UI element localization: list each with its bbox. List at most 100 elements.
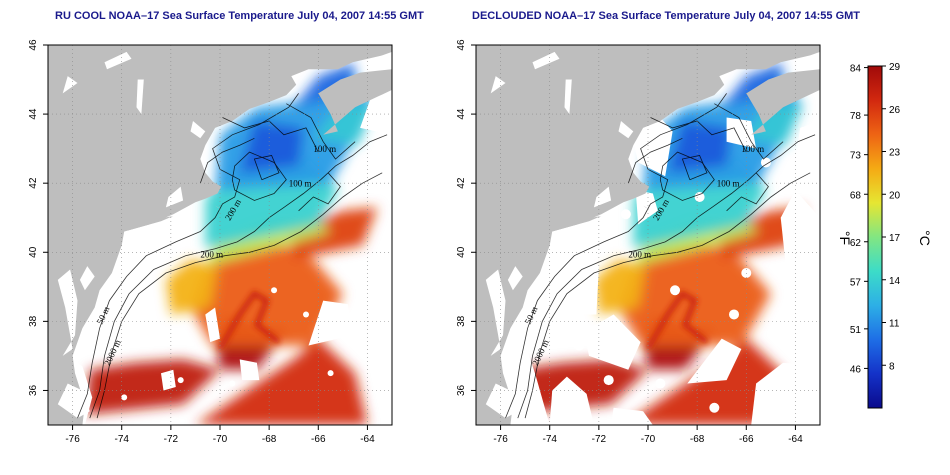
x-tick-label: -64: [788, 434, 803, 445]
contour-label: 100 m: [741, 144, 764, 154]
y-tick-label: 42: [456, 177, 467, 189]
fahrenheit-label: 62: [850, 238, 862, 249]
cloud-speck-2: [303, 311, 309, 318]
colorbar-strip: [867, 65, 883, 409]
depth-contour-7: [726, 172, 769, 212]
x-tick-label: -66: [739, 434, 754, 445]
y-tick-label: 38: [28, 315, 39, 327]
sst-region-4: [618, 245, 771, 346]
contour-label: 200 m: [200, 249, 223, 259]
depth-contour-9: [714, 103, 784, 160]
fahrenheit-label: 84: [850, 64, 862, 75]
cloud-patch-2: [549, 376, 594, 425]
depth-contour-1: [505, 93, 727, 419]
y-tick-label: 38: [456, 315, 467, 327]
cloud-speck-5: [121, 394, 128, 401]
eddy-filament: [645, 290, 709, 351]
celsius-label: 20: [889, 190, 901, 201]
sst-region-12: [741, 103, 803, 146]
fahrenheit-unit: °F: [837, 231, 853, 245]
x-tick-label: -76: [65, 434, 80, 445]
sst-region-2: [512, 359, 648, 415]
celsius-label: 8: [889, 361, 895, 372]
contour-label: 100 m: [289, 179, 312, 189]
celsius-label: 26: [889, 105, 901, 116]
sst-region-6: [593, 259, 646, 315]
cloud-patch-3: [352, 279, 392, 349]
cloud-patch-4: [751, 362, 820, 425]
depth-contour-3: [96, 172, 383, 419]
mainland-north-america: [476, 45, 820, 425]
left-map-title: RU COOL NOAA–17 Sea Surface Temperature …: [55, 10, 424, 22]
x-tick-label: -68: [262, 434, 277, 445]
y-tick-label: 46: [456, 39, 467, 51]
cloud-patch-2: [308, 300, 353, 346]
y-tick-label: 36: [28, 384, 39, 396]
cloud-patch-5: [205, 307, 220, 343]
warm-eddy-filament: [645, 290, 709, 351]
x-tick-label: -66: [311, 434, 326, 445]
long-island: [124, 216, 174, 232]
depth-contour-1: [77, 93, 299, 419]
x-tick-label: -64: [360, 434, 375, 445]
cloud-speck-6: [694, 192, 705, 202]
colorbar: 29 26 23 20 17 14 11 8 84 78 73 68 62 57 51 46 °F °C: [837, 62, 933, 409]
fahrenheit-label: 68: [850, 190, 862, 201]
cloud-speck-1: [229, 380, 236, 387]
cloud-patch-3: [611, 407, 653, 425]
narragansett-bay: [593, 186, 612, 208]
lake-segment: [490, 76, 506, 94]
st-lawrence: [104, 51, 132, 70]
x-tick-label: -68: [690, 434, 705, 445]
depth-contour-4: [231, 151, 287, 201]
narragansett-bay: [165, 186, 184, 208]
celsius-label: 11: [889, 319, 900, 330]
depth-contour-2: [517, 134, 816, 419]
long-island: [552, 216, 602, 232]
depth-contour-5: [253, 155, 280, 181]
cloud-patch-7: [780, 190, 820, 287]
y-tick-label: 44: [456, 108, 467, 120]
cloud-speck-1: [655, 378, 666, 389]
bathymetry-contours: [505, 93, 816, 419]
contour-label: 100 m: [313, 144, 336, 154]
cloud-speck-6: [327, 370, 334, 377]
inland-lake: [618, 121, 634, 139]
x-tick-label: -70: [213, 434, 228, 445]
depth-contour-8: [199, 137, 255, 184]
gridlines: [48, 45, 392, 425]
sst-region-5: [288, 207, 378, 260]
depth-contour-8: [627, 137, 683, 184]
x-tick-label: -76: [493, 434, 508, 445]
land: [476, 45, 820, 425]
cloud-speck-4: [271, 287, 278, 294]
x-tick-label: -72: [164, 434, 179, 445]
cloud-speck-3: [574, 340, 585, 351]
cloud-patch-6: [687, 338, 742, 384]
contour-label: 200 m: [628, 249, 651, 259]
bathymetry-contours: [77, 93, 388, 419]
st-lawrence: [532, 51, 560, 70]
cloud-speck-2: [729, 309, 739, 320]
y-tick-label: 44: [28, 108, 39, 120]
depth-contour-4: [659, 151, 715, 201]
cloud-speck-8: [603, 375, 614, 386]
nova-scotia: [746, 69, 820, 135]
fahrenheit-label: 78: [850, 111, 862, 122]
depth-contour-6: [650, 117, 747, 153]
celsius-label: 17: [889, 233, 901, 244]
x-tick-label: -70: [641, 434, 656, 445]
nova-scotia: [318, 69, 392, 135]
sst-region-6: [165, 259, 218, 315]
cloud-patch-11: [726, 117, 757, 149]
cloud-speck-3: [177, 377, 184, 384]
cloud-patch-10: [790, 121, 820, 191]
sst-region-11: [721, 62, 784, 108]
depth-contour-9: [286, 103, 356, 160]
cloud-patch-7: [161, 369, 176, 391]
celsius-label: 14: [889, 276, 901, 287]
